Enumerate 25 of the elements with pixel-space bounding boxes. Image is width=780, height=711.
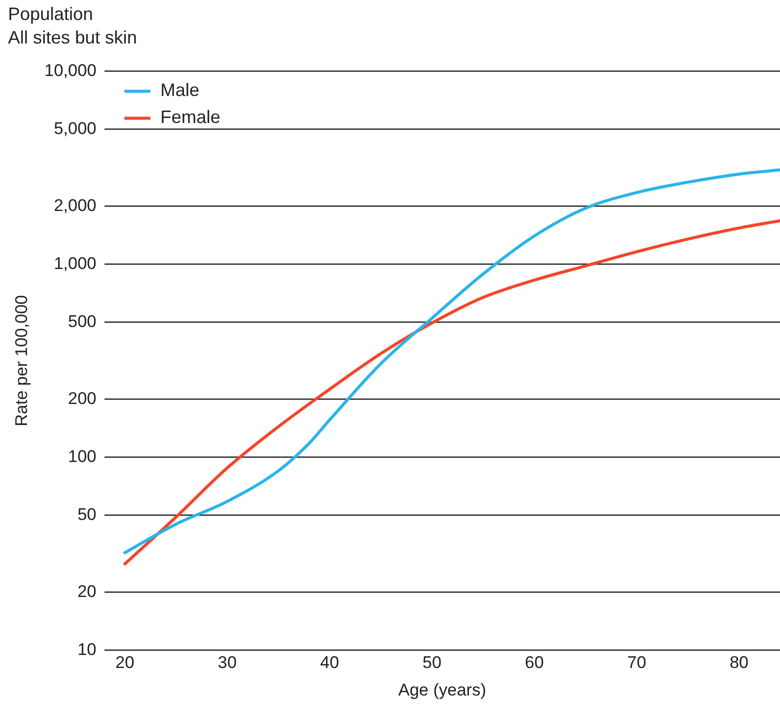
- y-tick-label: 200: [68, 388, 96, 408]
- y-tick-label: 2,000: [54, 196, 96, 215]
- chart-title: Population: [8, 4, 94, 24]
- x-tick-label: 40: [320, 653, 340, 672]
- line-series: [123, 168, 780, 554]
- y-axis-title: Rate per 100,000: [12, 295, 31, 426]
- chart-subtitle: All sites but skin: [8, 27, 138, 48]
- x-tick-label: 30: [218, 653, 237, 672]
- x-axis-title: Age (years): [398, 680, 486, 700]
- x-tick-label: 50: [422, 653, 442, 672]
- y-tick-label: 500: [68, 312, 96, 331]
- legend-label: Female: [160, 107, 220, 128]
- y-tick-label: 5,000: [54, 118, 96, 138]
- y-tick-label: 10: [77, 640, 96, 659]
- x-tick-label: 70: [627, 653, 646, 672]
- x-tick-label: 60: [524, 653, 544, 672]
- y-tick-label: 20: [77, 582, 96, 601]
- line-series: [123, 219, 780, 566]
- y-tick-label: 50: [77, 504, 96, 524]
- legend-label: Male: [160, 80, 200, 100]
- y-tick-label: 10,000: [44, 60, 96, 80]
- y-tick-label: 100: [68, 446, 96, 466]
- y-tick-label: 1,000: [54, 254, 96, 273]
- x-tick-label: 20: [115, 653, 134, 672]
- x-tick-label: 80: [730, 653, 749, 672]
